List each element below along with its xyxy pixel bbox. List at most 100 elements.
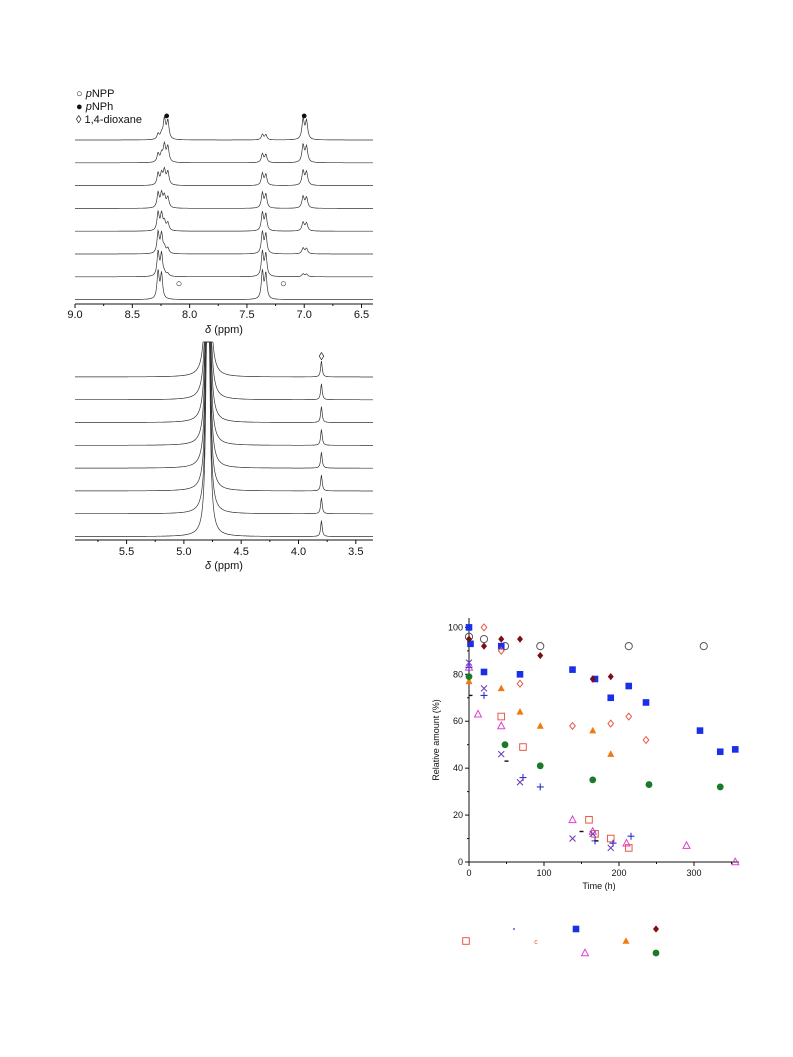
- nmr-trace: [75, 341, 373, 469]
- data-point-open-triangle: [730, 857, 740, 866]
- x-tick-label: 3.5: [348, 546, 363, 558]
- data-point-cross: [480, 684, 488, 692]
- filled-circle-icon: ●: [76, 101, 83, 113]
- nmr-aromatic-traces: [75, 116, 373, 300]
- data-point-open-diamond: [497, 646, 505, 656]
- data-point-filled-square: [642, 699, 650, 706]
- nmr-trace: [75, 166, 373, 186]
- data-point-filled-square: [731, 746, 739, 753]
- relative-amount-scatter: 0 100 200 300 0 20 40 60 80 100 Time (h) Relative a…: [431, 618, 740, 957]
- data-point-open-diamond: [642, 735, 650, 745]
- x-axis-label: δ (ppm): [205, 324, 243, 336]
- data-point-filled-square: [625, 682, 633, 690]
- x-tick-label: 4.5: [234, 546, 249, 558]
- data-point-open-circle: [624, 642, 633, 651]
- nmr-aromatic-panel: ○ pNPP● pNPh◊ 1,4-dioxane ● ●○ ○ 9.0 8.5 8.0…: [67, 88, 373, 336]
- data-point-open-triangle: [473, 709, 483, 718]
- open-circle-icon: ○: [76, 88, 83, 100]
- data-point-open-diamond: [625, 712, 633, 721]
- y-tick-label: 60: [453, 716, 463, 726]
- x-tick-label: 300: [686, 868, 701, 878]
- key-marker-filled-circle: [652, 949, 660, 957]
- data-point-plus: [465, 663, 473, 671]
- nmr-trace: [75, 140, 373, 164]
- data-point-plus: [480, 691, 488, 699]
- data-point-filled-square: [465, 624, 473, 631]
- data-point-open-circle: [479, 635, 489, 644]
- x-tick-label: 100: [536, 868, 551, 878]
- nmr-trace: [75, 209, 373, 232]
- nmr-trace: [75, 229, 373, 255]
- y-tick-label: 20: [453, 810, 463, 820]
- data-point-filled-square: [696, 727, 704, 734]
- nmr-trace: [75, 249, 373, 278]
- open-diamond-icon: ◊: [76, 114, 82, 126]
- nmr-trace: [75, 269, 373, 300]
- data-point-plus: [536, 783, 544, 791]
- data-point-open-diamond: [480, 623, 488, 632]
- x-tick-label: 7.5: [239, 309, 254, 321]
- key-marker-filled-square: [572, 925, 580, 933]
- data-point-open-square: [497, 712, 506, 721]
- legend-entry: ○ pNPP: [76, 88, 114, 100]
- data-point-open-diamond: [607, 719, 615, 728]
- legend-prefix: p: [85, 101, 92, 113]
- scatter-axes: 0 100 200 300 0 20 40 60 80 100 Time (h) Relative a…: [431, 618, 739, 891]
- data-point-filled-diamond: [589, 675, 596, 683]
- open-circle-icon: ○: [280, 278, 287, 290]
- x-tick-label: 0: [466, 868, 471, 878]
- data-point-filled-circle: [536, 762, 544, 770]
- data-point-filled-diamond: [537, 651, 544, 660]
- data-point-cross: [516, 778, 524, 786]
- data-point-open-circle: [536, 642, 545, 651]
- data-point-open-triangle: [682, 840, 691, 849]
- data-point-filled-square: [607, 694, 615, 702]
- x-tick-label: 8.0: [182, 309, 197, 321]
- nmr-trace: [75, 341, 373, 537]
- data-point-filled-triangle: [607, 750, 615, 757]
- data-point-filled-diamond: [498, 635, 505, 643]
- key-marker-filled-triangle: [622, 937, 630, 944]
- y-axis-label: Relative amount (%): [431, 699, 441, 781]
- data-point-open-triangle: [496, 721, 506, 730]
- nmr-trace: [75, 189, 373, 209]
- key-marker-filled-diamond: [653, 925, 659, 933]
- data-point-filled-square: [497, 642, 505, 650]
- x-tick-label: 4.0: [291, 546, 306, 558]
- data-point-filled-circle: [716, 783, 724, 791]
- data-point-cross: [497, 750, 505, 758]
- x-tick-label: 5.0: [176, 546, 191, 558]
- nmr-trace: [75, 341, 373, 378]
- x-tick-label: 9.0: [67, 309, 82, 321]
- data-point-filled-diamond: [466, 635, 472, 643]
- data-point-filled-diamond: [607, 673, 614, 681]
- data-point-filled-triangle: [536, 722, 544, 729]
- unit-label: (ppm): [211, 324, 243, 336]
- nmr-trace: [75, 341, 373, 492]
- data-point-filled-triangle: [516, 708, 524, 715]
- data-point-filled-square: [480, 668, 488, 676]
- data-point-cross: [607, 844, 615, 852]
- data-point-filled-circle: [645, 781, 653, 788]
- nmr-trace: [75, 116, 373, 141]
- open-diamond-icon: ◊: [319, 351, 325, 363]
- data-point-filled-square: [716, 748, 724, 756]
- nmr-aromatic-peak-markers: ● ● ○ ○: [163, 110, 307, 290]
- data-point-open-diamond: [569, 721, 576, 731]
- x-tick-label: 6.5: [354, 309, 369, 321]
- data-point-cross: [589, 830, 597, 838]
- data-point-cross: [569, 835, 576, 842]
- data-point-open-square: [606, 834, 615, 843]
- legend-label: NPP: [92, 88, 115, 100]
- legend-label: 1,4-dioxane: [85, 114, 143, 126]
- scatter-points: [464, 623, 740, 866]
- scatter-key: c: [462, 925, 660, 957]
- y-tick-label: 40: [453, 763, 463, 773]
- data-point-filled-triangle: [589, 726, 597, 734]
- nmr-aliphatic-x-axis: 5.5 5.0 4.5 4.0 3.5 δ (ppm): [75, 539, 373, 572]
- data-point-filled-triangle: [497, 684, 505, 692]
- y-tick-label: 100: [448, 622, 463, 632]
- nmr-trace: [75, 341, 373, 446]
- data-point-open-diamond: [516, 679, 524, 688]
